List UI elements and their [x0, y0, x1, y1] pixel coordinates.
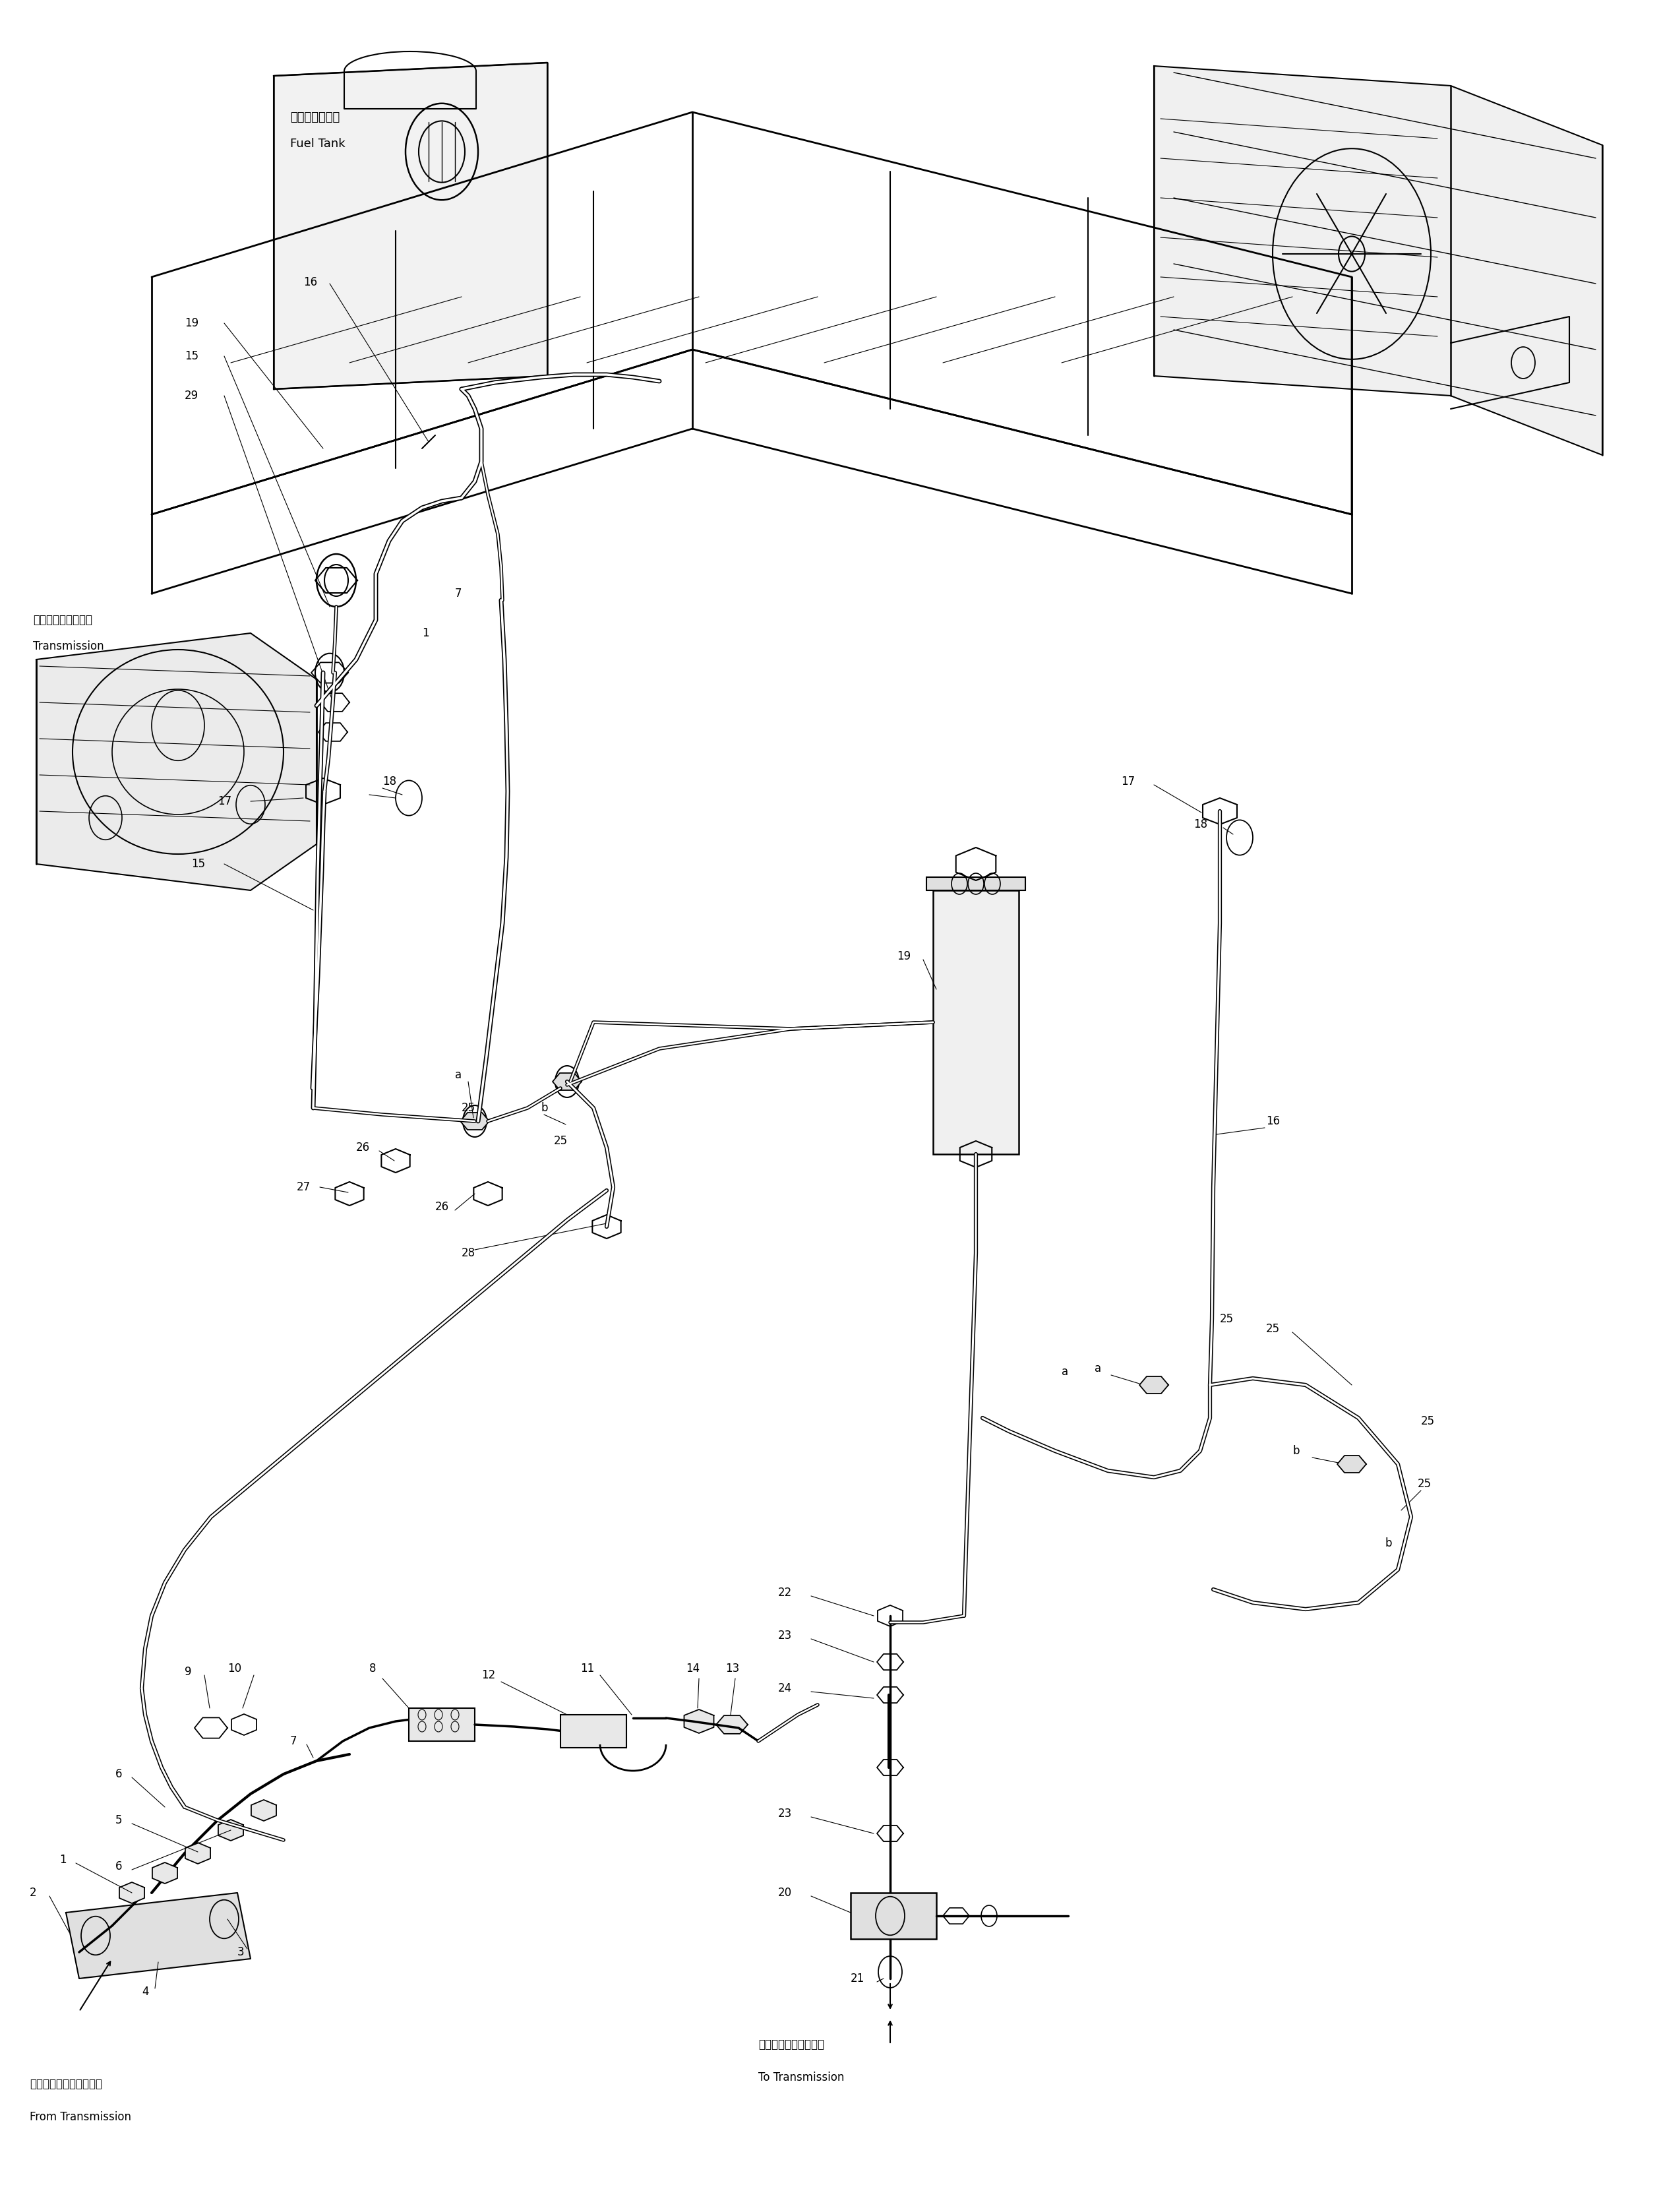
- Text: トランスミッション: トランスミッション: [33, 615, 93, 626]
- Polygon shape: [1337, 1455, 1367, 1473]
- Polygon shape: [716, 1717, 747, 1734]
- Polygon shape: [251, 1801, 276, 1820]
- Text: 4: 4: [141, 1986, 149, 1997]
- Polygon shape: [684, 1710, 714, 1734]
- Bar: [927, 878, 1025, 891]
- Text: 7: 7: [291, 1734, 297, 1747]
- Text: From Transmission: From Transmission: [30, 2110, 131, 2124]
- Text: 24: 24: [777, 1683, 792, 1694]
- Text: 25: 25: [1266, 1323, 1281, 1334]
- Text: 22: 22: [777, 1586, 792, 1599]
- Text: 20: 20: [777, 1887, 792, 1898]
- Text: 18: 18: [382, 776, 397, 787]
- Text: 2: 2: [30, 1887, 37, 1898]
- Polygon shape: [153, 1863, 178, 1885]
- Text: 25: 25: [1420, 1416, 1435, 1427]
- Text: 5: 5: [115, 1814, 123, 1827]
- Text: 25: 25: [1418, 1478, 1432, 1491]
- Text: b: b: [1385, 1537, 1392, 1548]
- Text: 16: 16: [1266, 1115, 1281, 1128]
- Text: 15: 15: [184, 349, 199, 363]
- Text: a: a: [1061, 1365, 1068, 1378]
- Polygon shape: [37, 633, 317, 891]
- Text: 10: 10: [228, 1663, 241, 1674]
- Text: 14: 14: [686, 1663, 699, 1674]
- Bar: [933, 891, 1018, 1155]
- Text: 9: 9: [184, 1666, 191, 1677]
- Text: Fuel Tank: Fuel Tank: [291, 137, 345, 150]
- Text: 21: 21: [850, 1973, 865, 1984]
- Text: 25: 25: [462, 1102, 475, 1115]
- Text: 8: 8: [369, 1663, 375, 1674]
- Polygon shape: [460, 1113, 490, 1130]
- Polygon shape: [218, 1820, 244, 1840]
- Text: 12: 12: [482, 1670, 495, 1681]
- Text: b: b: [541, 1102, 548, 1115]
- Polygon shape: [1139, 1376, 1168, 1394]
- Text: 1: 1: [422, 628, 429, 639]
- Text: 16: 16: [304, 276, 317, 288]
- Polygon shape: [553, 1073, 581, 1091]
- Polygon shape: [66, 1893, 251, 1978]
- Text: 28: 28: [462, 1248, 475, 1259]
- Text: 19: 19: [897, 951, 910, 962]
- Bar: [560, 1714, 626, 1747]
- Polygon shape: [120, 1882, 145, 1902]
- Text: 7: 7: [455, 588, 462, 599]
- Text: To Transmission: To Transmission: [759, 2070, 844, 2084]
- Text: 23: 23: [777, 1630, 792, 1641]
- Text: 6: 6: [115, 1860, 123, 1871]
- Bar: [409, 1708, 475, 1741]
- Text: フュエルタンク: フュエルタンク: [291, 111, 341, 124]
- Text: 17: 17: [218, 796, 231, 807]
- Text: 18: 18: [1194, 818, 1208, 830]
- Bar: [850, 1893, 937, 1940]
- Text: 11: 11: [580, 1663, 595, 1674]
- Text: トランスミッションから: トランスミッションから: [30, 2077, 103, 2090]
- Text: 23: 23: [777, 1807, 792, 1820]
- Text: 26: 26: [435, 1201, 448, 1212]
- Text: a: a: [1095, 1363, 1101, 1374]
- Text: 27: 27: [297, 1181, 311, 1192]
- Text: 25: 25: [553, 1135, 568, 1146]
- Text: 19: 19: [184, 316, 199, 330]
- Text: Transmission: Transmission: [33, 641, 105, 653]
- Text: a: a: [455, 1068, 462, 1082]
- Text: 1: 1: [60, 1854, 66, 1865]
- Text: 6: 6: [115, 1767, 123, 1781]
- Text: 25: 25: [1219, 1314, 1234, 1325]
- Polygon shape: [274, 62, 546, 389]
- Text: b: b: [1292, 1444, 1299, 1458]
- Text: 17: 17: [1121, 776, 1134, 787]
- Polygon shape: [186, 1843, 211, 1865]
- Text: 3: 3: [238, 1947, 244, 1958]
- Text: 15: 15: [191, 858, 206, 869]
- Text: 26: 26: [355, 1141, 370, 1152]
- Text: トランスミッションへ: トランスミッションへ: [759, 2039, 824, 2051]
- Text: 13: 13: [726, 1663, 739, 1674]
- Polygon shape: [1154, 66, 1603, 456]
- Text: 29: 29: [184, 389, 199, 403]
